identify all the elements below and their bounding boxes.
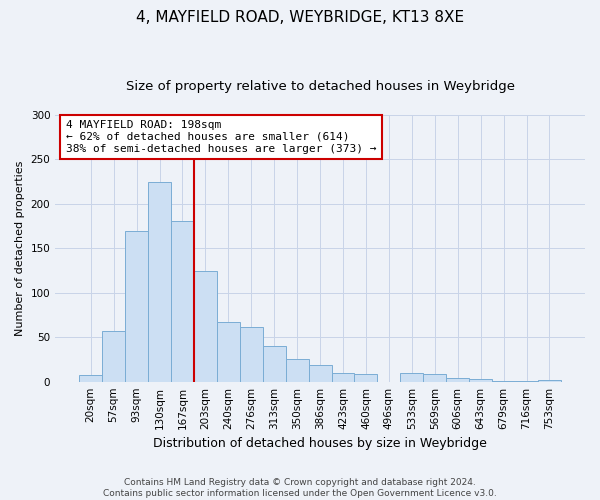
Y-axis label: Number of detached properties: Number of detached properties [15,160,25,336]
Bar [538,380,561,382]
Bar [400,373,423,382]
Bar [286,360,308,382]
Bar [515,381,538,382]
Bar [355,374,377,382]
Title: Size of property relative to detached houses in Weybridge: Size of property relative to detached ho… [125,80,515,93]
Text: 4 MAYFIELD ROAD: 198sqm
← 62% of detached houses are smaller (614)
38% of semi-d: 4 MAYFIELD ROAD: 198sqm ← 62% of detache… [66,120,376,154]
Bar [446,378,469,382]
Bar [469,379,492,382]
Bar [171,221,194,382]
Bar [423,374,446,382]
Bar [217,322,240,382]
Bar [263,346,286,382]
Bar [79,376,102,382]
Bar [125,230,148,382]
X-axis label: Distribution of detached houses by size in Weybridge: Distribution of detached houses by size … [153,437,487,450]
Text: Contains HM Land Registry data © Crown copyright and database right 2024.
Contai: Contains HM Land Registry data © Crown c… [103,478,497,498]
Bar [240,328,263,382]
Bar [332,373,355,382]
Bar [102,331,125,382]
Text: 4, MAYFIELD ROAD, WEYBRIDGE, KT13 8XE: 4, MAYFIELD ROAD, WEYBRIDGE, KT13 8XE [136,10,464,25]
Bar [492,381,515,382]
Bar [148,182,171,382]
Bar [308,365,332,382]
Bar [194,272,217,382]
